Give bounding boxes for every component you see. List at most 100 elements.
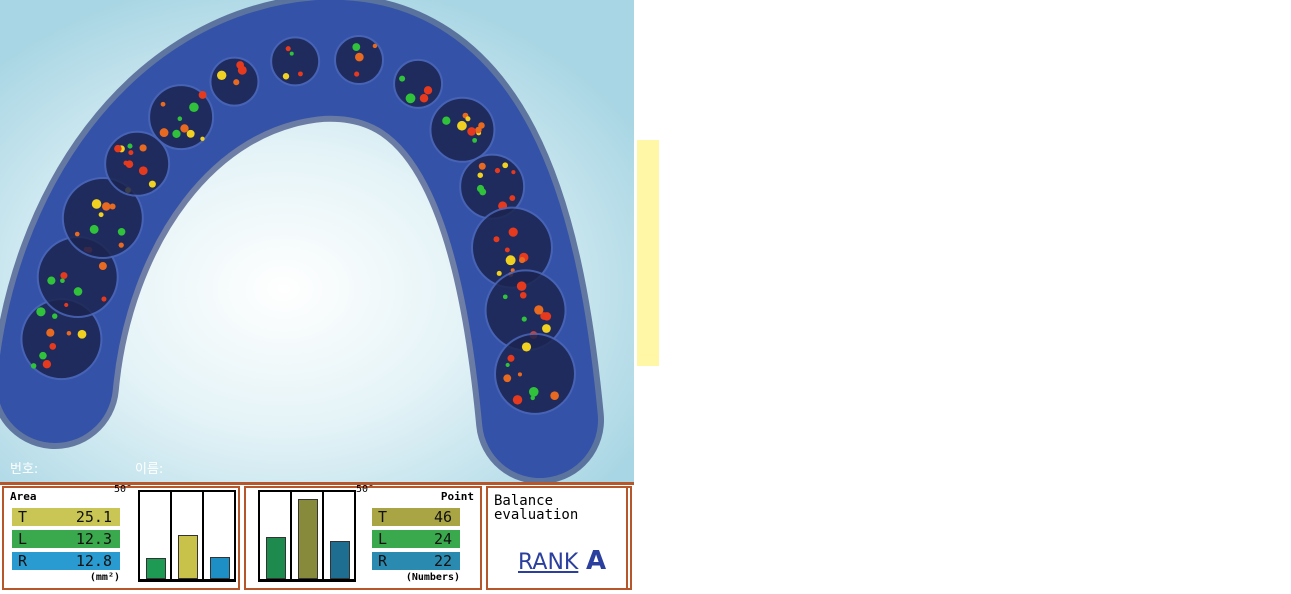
contact-dot [119, 242, 124, 247]
contact-dot [172, 130, 180, 138]
contact-dot [99, 262, 107, 270]
contact-dot [102, 202, 111, 211]
contact-dot [298, 71, 303, 76]
contact-dot [550, 391, 559, 400]
contact-dot [236, 61, 244, 69]
contact-dot [233, 79, 239, 85]
contact-dot [217, 71, 226, 80]
column-line [258, 492, 260, 579]
page: 번호:이름:AreaT50.6L25.3R25.3(mm²)100PointT5… [0, 0, 1291, 594]
contact-dot [531, 396, 535, 400]
contact-dot [92, 199, 102, 209]
point-unit: (Numbers) [390, 572, 460, 583]
point-row: T 46 [372, 508, 460, 526]
contact-dot [467, 127, 476, 136]
divider-strip [637, 140, 659, 366]
contact-dot [180, 124, 188, 132]
number-label: 번호: [10, 458, 38, 477]
row-label: L [18, 530, 27, 548]
contact-dot [149, 181, 156, 188]
contact-dot [60, 272, 67, 279]
contact-dot [472, 138, 477, 143]
contact-dot [509, 228, 518, 237]
contact-dot [283, 73, 289, 79]
contact-dot [520, 292, 527, 299]
area-title: Area [10, 490, 37, 503]
column-line [322, 492, 324, 579]
contact-dot [518, 372, 522, 376]
contact-dot [522, 342, 531, 351]
contact-dot [43, 360, 51, 368]
row-label: T [18, 508, 27, 526]
column-line [234, 492, 236, 579]
contact-dot [442, 117, 450, 125]
column-line [290, 492, 292, 579]
contact-dot [529, 387, 539, 397]
contact-dot [478, 122, 485, 129]
scale-label: 50 [114, 484, 126, 495]
contact-dot [123, 161, 128, 166]
contact-dot [495, 168, 500, 173]
contact-dot [128, 150, 133, 155]
contact-dot [49, 343, 56, 350]
row-value: 25.1 [76, 508, 112, 526]
contact-dot [511, 170, 515, 174]
column-line [138, 492, 140, 579]
point-title: Point [441, 490, 474, 503]
contact-dot [101, 297, 106, 302]
column-line [202, 492, 204, 579]
point-row: L 24 [372, 530, 460, 548]
point-bar [298, 499, 318, 579]
contact-dot [39, 352, 47, 360]
contact-dot [114, 145, 122, 153]
contact-dot [352, 43, 360, 51]
column-line [354, 492, 356, 579]
contact-dot [189, 102, 199, 112]
contact-dot [99, 212, 104, 217]
row-label: L [378, 530, 387, 548]
contact-dot [127, 144, 132, 149]
arch-photo [0, 0, 630, 482]
tooth [495, 334, 575, 414]
contact-dot [64, 303, 68, 307]
contact-dot [519, 257, 525, 263]
name-label: 이름: [135, 458, 163, 477]
contact-dot [373, 44, 377, 48]
area-row: R 12.8 [12, 552, 120, 570]
contact-dot [46, 329, 54, 337]
contact-dot [90, 225, 99, 234]
contact-dot [290, 52, 294, 56]
contact-dot [200, 137, 204, 141]
contact-dot [355, 53, 364, 62]
contact-dot [286, 46, 291, 51]
area-unit: (mm²) [50, 572, 120, 583]
point-bar [266, 537, 286, 579]
row-value: 46 [434, 508, 452, 526]
contact-dot [36, 307, 45, 316]
contact-dot [118, 228, 126, 236]
row-value: 12.8 [76, 552, 112, 570]
contact-dot [505, 248, 510, 253]
contact-dot [477, 172, 483, 178]
contact-dot [503, 294, 508, 299]
tooth [271, 37, 319, 85]
area-bar [210, 557, 230, 579]
contact-dot [139, 166, 148, 175]
contact-dot [424, 86, 432, 94]
row-label: R [378, 552, 387, 570]
contact-dot [354, 72, 359, 77]
contact-dot [506, 255, 516, 265]
contact-dot [52, 313, 57, 318]
contact-dot [465, 116, 470, 121]
row-label: R [18, 552, 27, 570]
row-label: T [378, 508, 387, 526]
contact-dot [509, 195, 515, 201]
row-value: 24 [434, 530, 452, 548]
point-bar [330, 541, 350, 579]
contact-dot [477, 185, 484, 192]
scale-label: 50 [356, 484, 368, 495]
